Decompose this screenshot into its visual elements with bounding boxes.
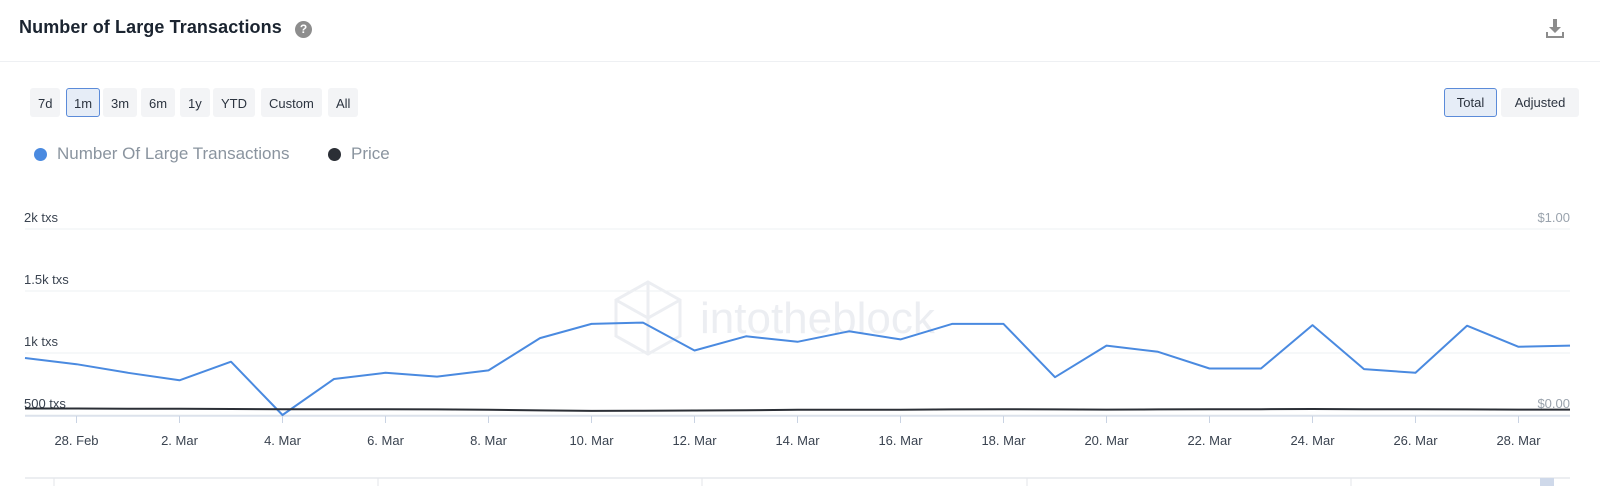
y-tick-label-right: $0.00 (1537, 396, 1570, 411)
series-line-transactions (24, 321, 1571, 416)
range-button-all[interactable]: All (328, 88, 359, 117)
x-tick-label: 16. Mar (878, 433, 923, 448)
x-tick-label: 26. Mar (1393, 433, 1438, 448)
y-tick-label-left: 1k txs (24, 334, 58, 349)
y-tick-label-left: 500 txs (24, 396, 66, 411)
legend-dot-icon (34, 147, 47, 161)
x-tick-label: 28. Mar (1496, 433, 1541, 448)
watermark-logo: intotheblock (614, 280, 936, 356)
y-tick-label-right: $1.00 (1537, 210, 1570, 225)
range-button-3m[interactable]: 3m (103, 88, 138, 117)
legend-dot-icon (328, 147, 341, 161)
x-tick-label: 8. Mar (470, 433, 508, 448)
x-tick-label: 4. Mar (264, 433, 302, 448)
watermark-text: intotheblock (700, 294, 936, 343)
watermark-hex-icon (614, 280, 682, 356)
range-button-6m[interactable]: 6m (141, 88, 176, 117)
range-button-7d[interactable]: 7d (30, 88, 61, 117)
range-button-1m[interactable]: 1m (66, 88, 101, 117)
chart-header: Number of Large Transactions ? (0, 0, 1600, 62)
y-tick-label-left: 1.5k txs (24, 272, 69, 287)
legend-label-price: Price (351, 144, 390, 163)
range-button-ytd[interactable]: YTD (213, 88, 255, 117)
download-icon[interactable] (1543, 17, 1567, 41)
help-icon[interactable]: ? (295, 21, 312, 38)
x-tick-label: 22. Mar (1187, 433, 1232, 448)
page-title: Number of Large Transactions (19, 17, 282, 37)
x-tick-label: 20. Mar (1084, 433, 1129, 448)
y-tick-label-left: 2k txs (24, 210, 58, 225)
legend-label-transactions: Number Of Large Transactions (57, 144, 290, 163)
mode-button-total[interactable]: Total (1444, 88, 1497, 117)
range-button-custom[interactable]: Custom (261, 88, 322, 117)
x-tick-label: 28. Feb (54, 433, 98, 448)
legend-price[interactable]: Price (328, 144, 390, 164)
legend-transactions[interactable]: Number Of Large Transactions (34, 144, 289, 164)
x-tick-label: 24. Mar (1290, 433, 1335, 448)
x-tick-label: 14. Mar (775, 433, 820, 448)
x-tick-label: 10. Mar (569, 433, 614, 448)
x-tick-label: 6. Mar (367, 433, 405, 448)
navigator-handle (1540, 478, 1554, 486)
x-tick-label: 18. Mar (981, 433, 1026, 448)
x-tick-label: 2. Mar (161, 433, 199, 448)
range-button-1y[interactable]: 1y (180, 88, 210, 117)
x-tick-label: 12. Mar (672, 433, 717, 448)
series-line-price (25, 407, 1570, 412)
mode-button-adjusted[interactable]: Adjusted (1501, 88, 1579, 117)
